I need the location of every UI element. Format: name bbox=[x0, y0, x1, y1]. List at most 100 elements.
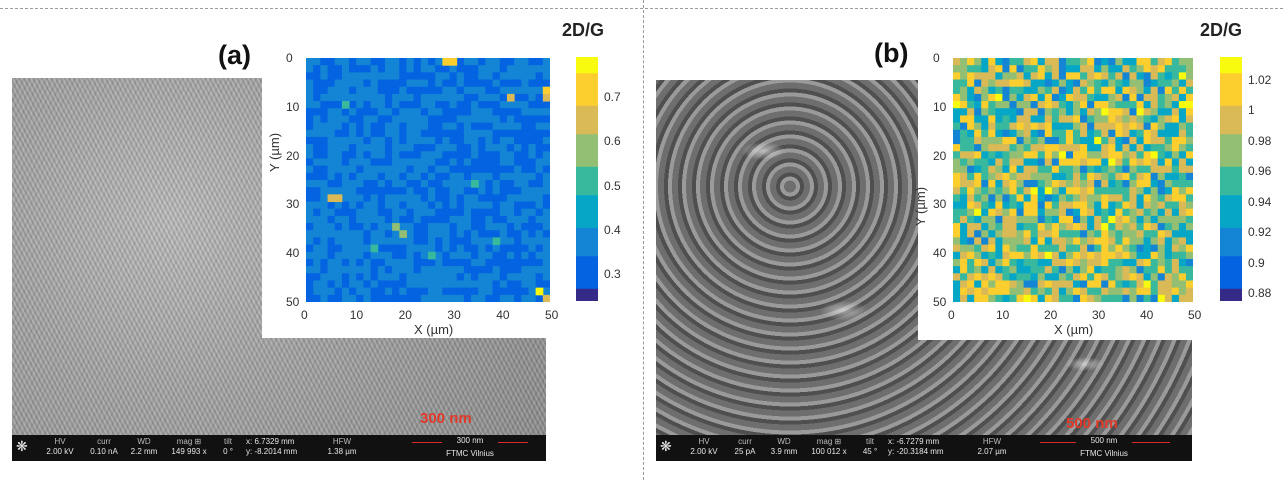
heatmap-a-cell bbox=[406, 258, 415, 267]
heatmap-a-cell bbox=[471, 237, 479, 246]
heatmap-b-cell bbox=[1178, 287, 1187, 296]
heatmap-a-cell bbox=[463, 208, 472, 217]
heatmap-b-cell bbox=[1016, 122, 1025, 131]
heatmap-a-cell bbox=[456, 266, 465, 274]
heatmap-b-cell bbox=[1136, 294, 1145, 302]
heatmap-a-cell bbox=[392, 201, 400, 210]
top-divider bbox=[0, 8, 1283, 9]
heatmap-b-cell bbox=[1094, 108, 1102, 116]
heatmap-a-cell bbox=[478, 165, 486, 174]
heatmap-a-cell bbox=[449, 151, 458, 159]
heatmap-a-cell bbox=[514, 144, 522, 152]
heatmap-a-cell bbox=[413, 287, 422, 296]
heatmap-a-cell bbox=[435, 122, 443, 131]
heatmap-b-cell bbox=[1178, 58, 1187, 66]
heatmap-b-cell bbox=[1044, 187, 1053, 195]
heatmap-b-cell bbox=[1030, 72, 1039, 81]
heatmap-b-cell bbox=[1136, 208, 1145, 217]
heatmap-b-cell bbox=[1051, 215, 1060, 224]
heatmap-b-cell bbox=[1157, 144, 1166, 152]
heatmap-b-cell bbox=[974, 258, 982, 267]
lab-name-b: FTMC Vilnius bbox=[1080, 449, 1128, 458]
heatmap-b-cell bbox=[1073, 86, 1081, 95]
heatmap-a-cell bbox=[420, 129, 429, 138]
heatmap-b-cell bbox=[1164, 144, 1173, 152]
heatmap-b-cell bbox=[1108, 201, 1116, 210]
heatmap-b-cell bbox=[1044, 251, 1053, 260]
heatmap-b-cell bbox=[981, 187, 989, 195]
heatmap-b-cell bbox=[1178, 230, 1187, 238]
heatmap-a-cell bbox=[399, 144, 407, 152]
heatmap-b-cell bbox=[995, 93, 1003, 102]
colorbar-segment bbox=[1220, 65, 1242, 70]
heatmap-b-cell bbox=[1037, 86, 1046, 95]
heatmap-a-cell bbox=[327, 215, 336, 224]
heatmap-a-cell bbox=[449, 136, 458, 145]
heatmap-b-cell bbox=[1108, 129, 1116, 138]
heatmap-b-cell bbox=[1108, 58, 1116, 66]
heatmap-a-cell bbox=[313, 108, 321, 116]
heatmap-b-cell bbox=[1129, 215, 1138, 224]
heatmap-a-cell bbox=[485, 144, 494, 152]
heatmap-a-ylabel: Y (µm) bbox=[267, 132, 282, 172]
heatmap-a-cell bbox=[442, 151, 451, 159]
heatmap-b-cell bbox=[988, 172, 996, 181]
heatmap-a-cell bbox=[384, 79, 393, 88]
heatmap-b-cell bbox=[1185, 230, 1193, 238]
heatmap-a-cell bbox=[471, 258, 479, 267]
heatmap-a-cell bbox=[399, 79, 407, 88]
heatmap-a-cell bbox=[492, 79, 501, 88]
heatmap-a-cell bbox=[442, 230, 451, 238]
heatmap-a-cell bbox=[463, 187, 472, 195]
heatmap-a-cell bbox=[521, 58, 529, 66]
heatmap-a-cell bbox=[320, 266, 329, 274]
heatmap-a-cell bbox=[435, 72, 443, 81]
heatmap-a-cell bbox=[514, 58, 522, 66]
heatmap-a-cell bbox=[449, 180, 458, 188]
heatmap-b-cell bbox=[1080, 79, 1088, 88]
heatmap-a-hotspot bbox=[542, 86, 550, 95]
heatmap-a-cell bbox=[456, 129, 465, 138]
heatmap-a-cell bbox=[492, 187, 501, 195]
heatmap-a-cell bbox=[506, 115, 515, 124]
heatmap-a-cell bbox=[363, 237, 372, 246]
mag-cell: mag ⊞ 100 012 x bbox=[806, 437, 852, 457]
y-tick-label: 50 bbox=[286, 295, 300, 309]
heatmap-b-cell bbox=[1016, 187, 1025, 195]
heatmap-a-cell bbox=[506, 151, 515, 159]
heatmap-a-cell bbox=[535, 65, 544, 73]
heatmap-b-cell bbox=[1073, 237, 1081, 246]
heatmap-b-cell bbox=[1065, 65, 1074, 73]
heatmap-a-cell bbox=[471, 72, 479, 81]
heatmap-b-cell bbox=[1009, 180, 1018, 188]
heatmap-a-cell bbox=[456, 136, 465, 145]
heatmap-a-cell bbox=[341, 208, 350, 217]
heatmap-a-cell bbox=[456, 122, 465, 131]
heatmap-a-cell bbox=[306, 165, 314, 174]
heatmap-b-cell bbox=[1115, 280, 1123, 289]
heatmap-a-cell bbox=[435, 93, 443, 102]
heatmap-b-cell bbox=[981, 230, 989, 238]
heatmap-b-cell bbox=[1030, 108, 1039, 116]
heatmap-b-cell bbox=[1080, 223, 1088, 231]
heatmap-b-cell bbox=[1051, 86, 1060, 95]
colorbar-segment bbox=[1220, 227, 1242, 233]
heatmap-a-cell bbox=[384, 108, 393, 116]
heatmap-a-cell bbox=[514, 215, 522, 224]
heatmap-a-cell bbox=[392, 230, 400, 238]
heatmap-b-cell bbox=[1073, 115, 1081, 124]
heatmap-a-cell bbox=[514, 244, 522, 253]
heatmap-b-cell bbox=[1150, 237, 1159, 246]
heatmap-b-cell bbox=[1087, 165, 1095, 174]
heatmap-b-cell bbox=[1094, 122, 1102, 131]
heatmap-a-cell bbox=[485, 251, 494, 260]
heatmap-b-cell bbox=[960, 208, 968, 217]
heatmap-b-cell bbox=[1164, 129, 1173, 138]
mag-key: mag ⊞ bbox=[816, 437, 842, 446]
heatmap-a-cell bbox=[542, 180, 550, 188]
heatmap-a-cell bbox=[521, 172, 529, 181]
heatmap-a-cell bbox=[535, 273, 544, 281]
heatmap-a-cell bbox=[428, 72, 436, 81]
heatmap-a-cell bbox=[392, 266, 400, 274]
heatmap-a-cell bbox=[492, 129, 501, 138]
